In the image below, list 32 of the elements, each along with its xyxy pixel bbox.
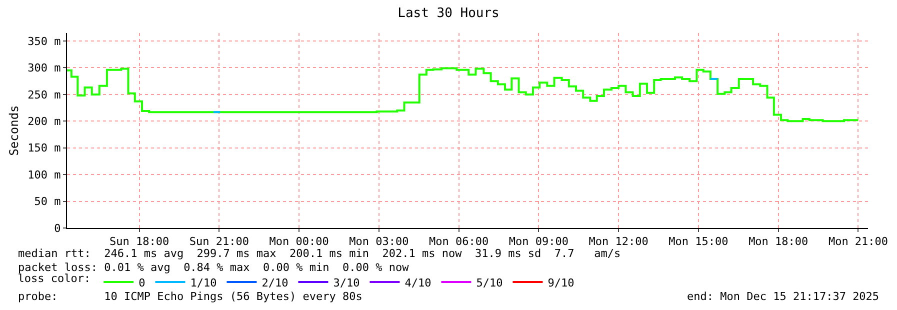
x-tick-label: Mon 00:00: [269, 235, 329, 248]
text: end: Mon Dec 15 21:17:37 2025: [687, 290, 880, 303]
x-tick-label: Mon 21:00: [828, 235, 888, 248]
y-axis-title: Seconds: [6, 105, 21, 156]
legend-label: 1/10: [190, 276, 217, 290]
x-tick-label: Mon 15:00: [668, 235, 728, 248]
legend-label: 2/10: [262, 276, 288, 290]
x-tick-label: Mon 06:00: [429, 235, 489, 248]
y-tick-label: 350 m: [28, 34, 62, 48]
x-tick-label: Mon 03:00: [349, 235, 409, 248]
text: median rtt: 246.1 ms avg 299.7 ms max 200.1 ms min 202.1 ms now 31.9 ms sd 7.7 am/s: [18, 247, 621, 260]
y-tick-label: 200 m: [28, 115, 62, 128]
y-tick-label: 250 m: [28, 88, 62, 102]
x-tick-label: Mon 18:00: [748, 235, 808, 248]
y-tick-label: 50 m: [34, 195, 62, 208]
chart-title: Last 30 Hours: [398, 6, 500, 21]
legend-title: loss color:: [18, 272, 91, 285]
legend-label: 9/10: [548, 276, 574, 290]
y-tick-label: 150 m: [28, 142, 62, 155]
legend-label: 4/10: [404, 276, 432, 290]
text: packet loss: 0.01 % avg 0.84 % max 0.00 % min 0.00 % now: [18, 261, 410, 274]
x-tick-label: Sun 18:00: [110, 235, 170, 248]
y-tick-label: 300 m: [28, 62, 62, 75]
y-tick-label: 100 m: [28, 168, 62, 182]
x-tick-label: Mon 09:00: [508, 235, 569, 248]
y-tick-label: 0: [54, 222, 61, 235]
text: probe: 10 ICMP Echo Pings (56 Bytes) every 80s: [18, 290, 362, 303]
legend-label: 3/10: [333, 276, 360, 290]
legend-label: 0: [138, 276, 146, 290]
x-tick-label: Sun 21:00: [189, 235, 250, 248]
x-tick-label: Mon 12:00: [588, 235, 648, 248]
legend-label: 5/10: [476, 276, 503, 290]
